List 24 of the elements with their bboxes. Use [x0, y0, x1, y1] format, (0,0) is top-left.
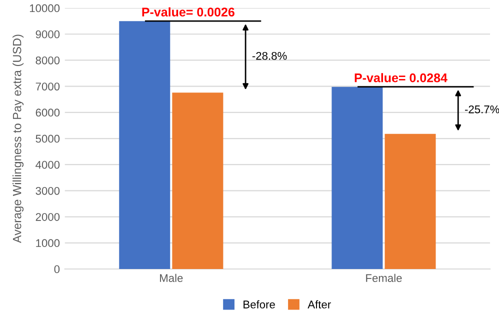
bar: [332, 86, 383, 269]
y-tick-label: 7000: [36, 82, 60, 90]
x-tick-label: Male: [160, 274, 183, 282]
annotation: P-value= 0.0026: [142, 7, 234, 17]
y-tick-label: 10000: [30, 4, 60, 12]
legend-label: Before: [244, 300, 275, 308]
y-tick-label: 6000: [36, 108, 60, 117]
y-tick-label: 8000: [36, 56, 60, 64]
y-tick-label: 9000: [36, 30, 60, 38]
x-tick-label: Female: [366, 274, 402, 282]
annotation: -25.7%: [465, 105, 499, 114]
legend-label: After: [308, 300, 331, 308]
y-tick-label: 4000: [36, 160, 60, 169]
bar: [172, 92, 224, 269]
annotation: P-value= 0.0284: [354, 73, 448, 82]
bar: [384, 134, 436, 269]
bar: [119, 21, 170, 269]
y-tick-label: 3000: [36, 186, 60, 195]
y-tick-label: 0: [54, 265, 60, 274]
y-tick-label: 5000: [36, 134, 60, 143]
y-axis-title: Average Willingness to Pay extra (USD): [12, 34, 24, 244]
y-tick-label: 1000: [36, 239, 60, 248]
y-tick-label: 2000: [36, 213, 60, 221]
annotation: -28.8%: [252, 52, 287, 60]
